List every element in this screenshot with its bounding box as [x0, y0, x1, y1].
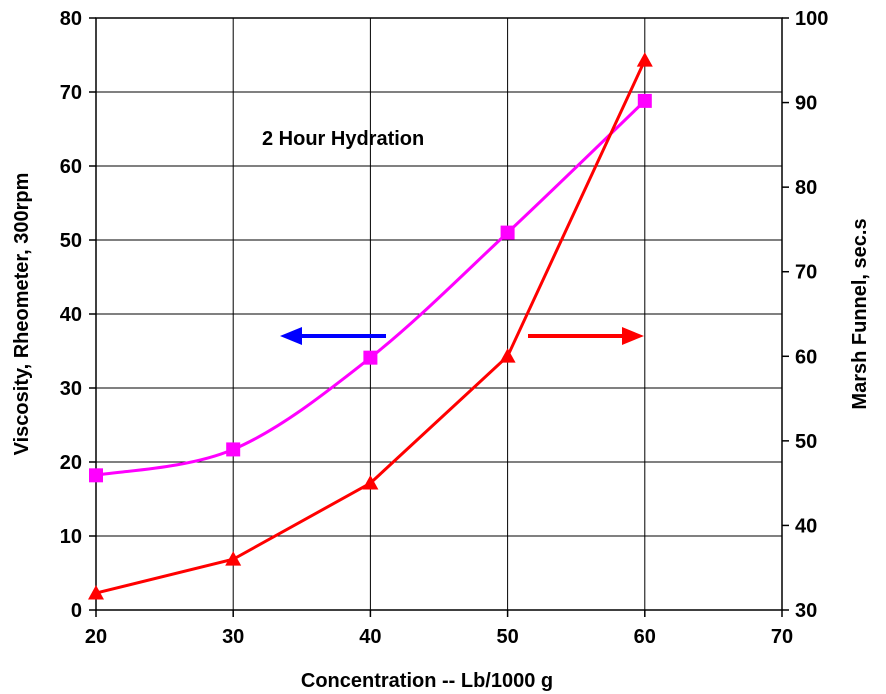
axes: 20 30 40 50 60 70 0 10 20 30 40 50 60 70 80 30 40 50 60 70 8…	[60, 8, 829, 648]
x-axis-title: Concentration -- Lb/1000 g	[301, 670, 553, 692]
x-tick-label: 70	[771, 626, 793, 648]
x-tick-label: 30	[222, 626, 244, 648]
y2-tick-label: 50	[795, 431, 817, 453]
y-tick-label: 60	[60, 156, 82, 178]
triangle-marker	[362, 475, 379, 490]
y-tick-label: 30	[60, 378, 82, 400]
arrow-head	[622, 327, 644, 345]
y-tick-label: 70	[60, 82, 82, 104]
y-tick-label: 40	[60, 304, 82, 326]
annotation-text: 2 Hour Hydration	[262, 128, 424, 150]
x-tick-label: 20	[85, 626, 107, 648]
left-pointing-arrow	[280, 327, 386, 345]
triangle-marker	[636, 52, 653, 67]
y-tick-label: 0	[71, 600, 82, 622]
y2-tick-label: 60	[795, 346, 817, 368]
triangle-marker	[499, 348, 516, 363]
triangle-marker	[88, 585, 104, 600]
arrow-head	[280, 327, 302, 345]
x-tick-label: 50	[496, 626, 518, 648]
x-tick-label: 60	[634, 626, 656, 648]
series	[88, 52, 653, 600]
y2-tick-label: 30	[795, 600, 817, 622]
labels: 2 Hour Hydration Concentration -- Lb/100…	[11, 128, 871, 692]
x-tick-label: 40	[359, 626, 381, 648]
square-marker	[226, 442, 241, 457]
y2-tick-label: 100	[795, 8, 828, 30]
y-tick-label: 50	[60, 230, 82, 252]
y2-tick-label: 90	[795, 93, 817, 115]
y-tick-label: 10	[60, 526, 82, 548]
square-marker	[89, 468, 103, 483]
arrows	[280, 327, 644, 345]
y-axis-title: Viscosity, Rheometer, 300rpm	[11, 173, 33, 456]
y2-tick-label: 80	[795, 177, 817, 199]
y2-tick-label: 40	[795, 515, 817, 537]
right-pointing-arrow	[528, 327, 644, 345]
gridlines	[95, 17, 783, 611]
y2-tick-label: 70	[795, 262, 817, 284]
y-tick-label: 80	[60, 8, 82, 30]
square-marker	[500, 225, 515, 240]
square-marker	[637, 93, 652, 108]
square-marker	[363, 350, 378, 365]
y2-axis-title: Marsh Funnel, sec.s	[849, 218, 871, 409]
triangle-marker	[225, 551, 242, 566]
y-tick-label: 20	[60, 452, 82, 474]
